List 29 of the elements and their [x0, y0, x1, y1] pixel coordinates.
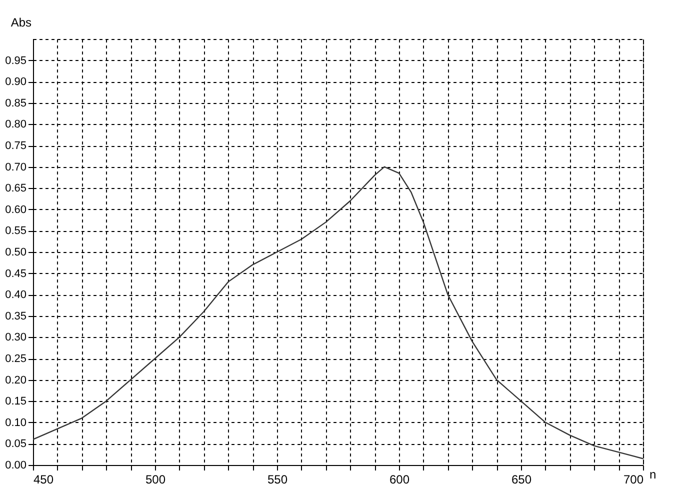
line-series [33, 166, 643, 460]
y-tick-label: 0.55 [5, 225, 26, 238]
x-tick-label: 500 [145, 472, 166, 486]
y-tick-label: 0.10 [5, 416, 26, 429]
y-tick-label: 0.75 [5, 140, 26, 152]
y-axis-title: Abs [10, 16, 32, 30]
y-tick-label: 0.40 [5, 289, 26, 302]
y-tick-label: 0.80 [5, 118, 26, 131]
y-tick-label: 0.45 [5, 268, 26, 280]
y-tick-label: 0.65 [5, 182, 26, 195]
y-tick-label: 0.95 [5, 54, 26, 67]
x-tick-label: 550 [267, 472, 288, 486]
y-tick-label: 0.85 [5, 97, 26, 110]
x-axis-title: n [650, 468, 656, 482]
y-tick-label: 0.35 [5, 310, 26, 322]
y-tick-label: 0.90 [5, 76, 26, 88]
y-tick-label: 0.60 [5, 204, 26, 216]
y-tick-label: 0.70 [5, 161, 26, 174]
x-tick-label: 600 [389, 472, 410, 486]
y-tick-label: 0.30 [5, 332, 26, 344]
y-tick-label: 0.15 [5, 396, 26, 408]
x-tick-label: 700 [623, 472, 644, 486]
x-tick-label: 650 [511, 472, 532, 486]
y-tick-label: 0.05 [5, 438, 26, 450]
y-tick-label: 0.50 [5, 246, 26, 258]
x-tick-label: 450 [34, 472, 54, 486]
y-tick-label: 0.20 [5, 374, 26, 386]
y-tick-label: 0.25 [5, 353, 26, 365]
y-tick-label: 0.00 [5, 460, 26, 472]
